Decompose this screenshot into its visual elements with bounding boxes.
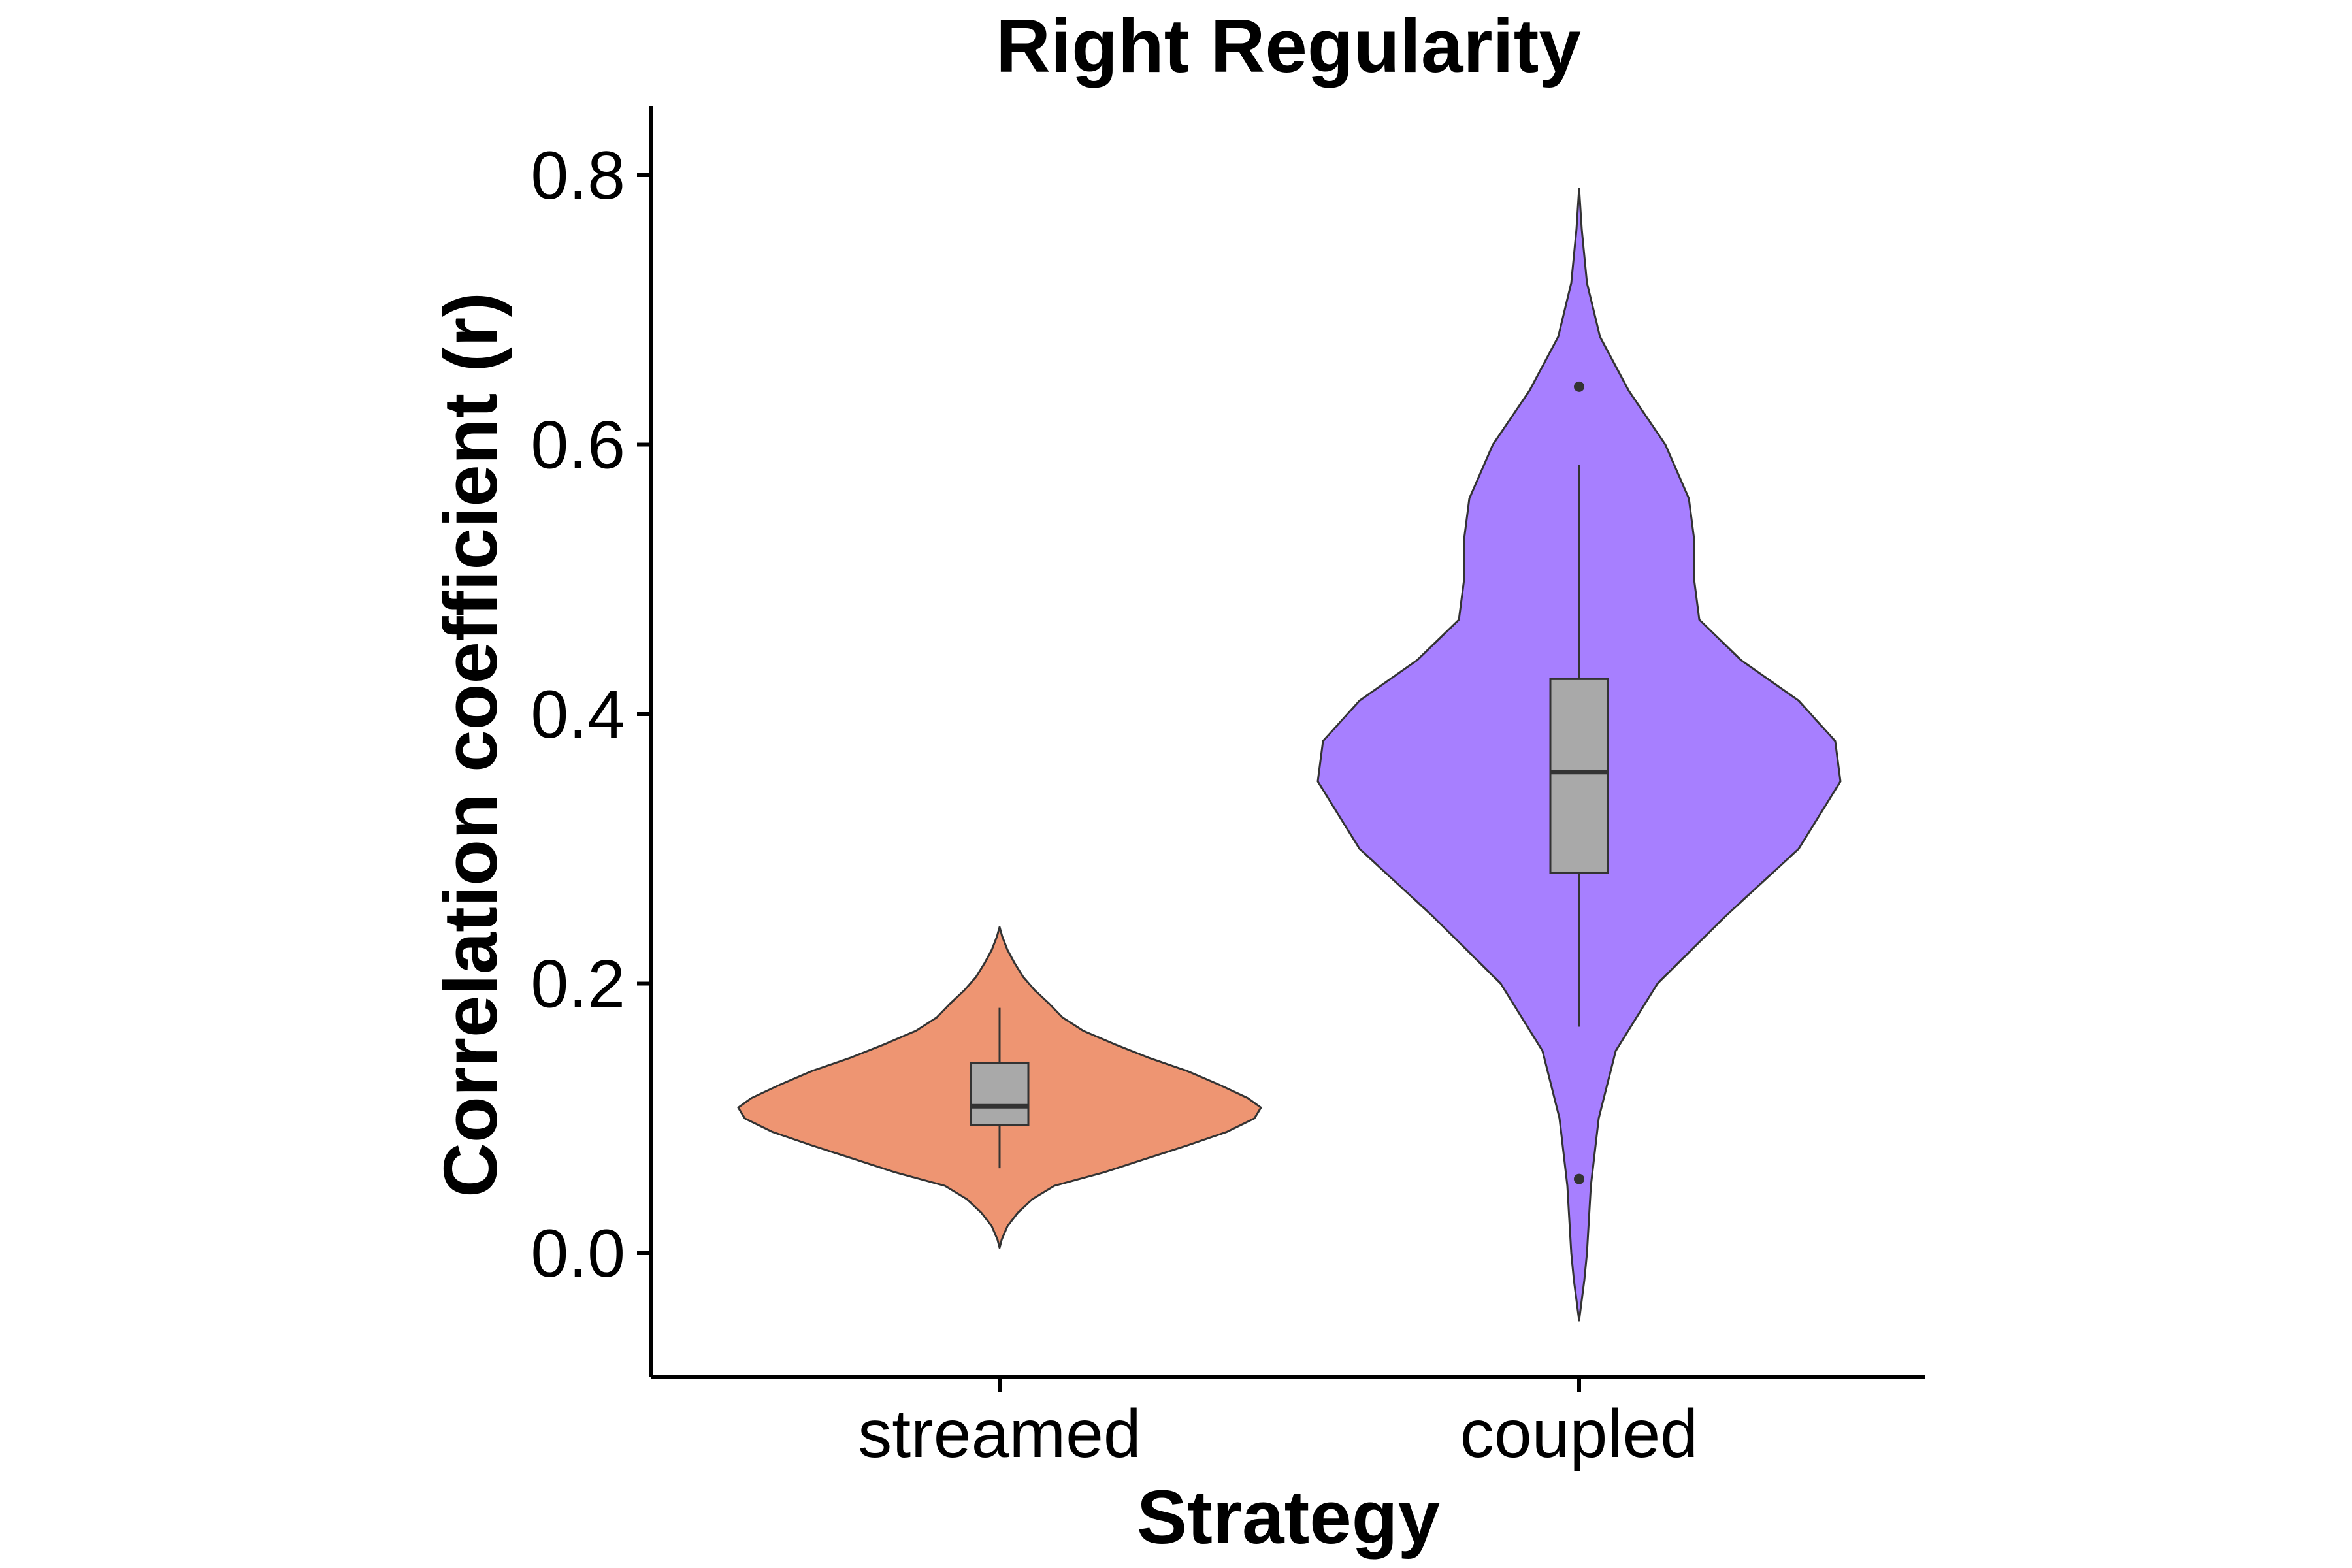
box-coupled — [1549, 678, 1609, 874]
y-tick-label: 0.2 — [531, 947, 625, 1022]
y-tick-label: 0.6 — [531, 408, 625, 483]
tick-labels: 0.0 0.2 0.4 0.6 0.8 streamed coupled — [531, 138, 1698, 1472]
box-streamed — [970, 1062, 1030, 1126]
y-tick-label: 0.0 — [531, 1216, 625, 1292]
x-tick-label-streamed: streamed — [858, 1396, 1141, 1472]
x-axis-title: Strategy — [1137, 1475, 1440, 1560]
x-tick-label-coupled: coupled — [1460, 1396, 1698, 1472]
outlier-point-coupled — [1574, 381, 1584, 392]
y-axis-title: Correlation coefficient (r) — [428, 292, 513, 1198]
axes — [649, 106, 1925, 1379]
y-tick-label: 0.4 — [531, 677, 625, 753]
y-tick-label: 0.8 — [531, 138, 625, 214]
outlier-point-coupled — [1574, 1173, 1584, 1184]
chart-title: Right Regularity — [996, 3, 1581, 88]
plot-area — [737, 188, 1842, 1322]
